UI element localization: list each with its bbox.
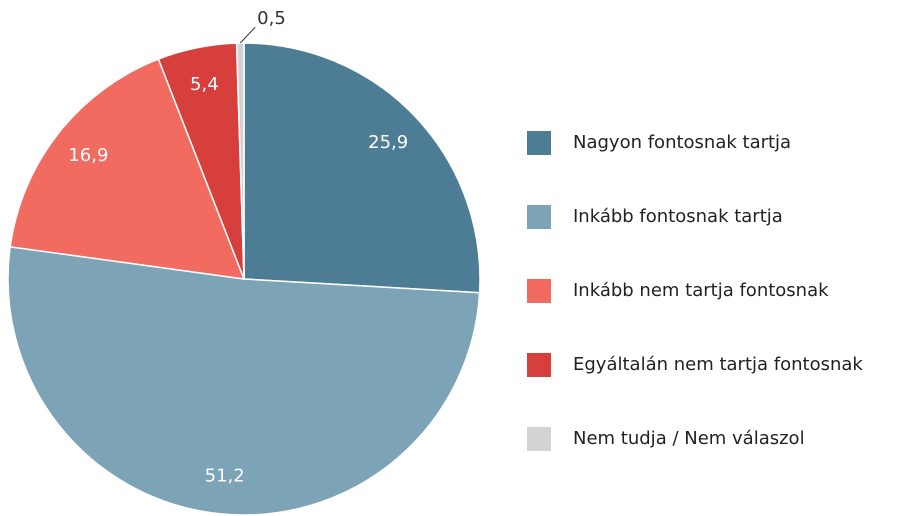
leader-line <box>239 26 256 44</box>
legend-label: Nagyon fontosnak tartja <box>573 132 791 153</box>
data-label: 5,4 <box>190 74 219 95</box>
pie-slice <box>9 58 246 280</box>
legend-swatch <box>527 353 551 377</box>
legend-swatch <box>527 427 551 451</box>
pie-slice <box>7 245 481 516</box>
legend-label: Inkább nem tartja fontosnak <box>573 280 829 301</box>
legend-label: Egyáltalán nem tartja fontosnak <box>573 354 863 375</box>
legend-swatch <box>527 279 551 303</box>
legend-label: Nem tudja / Nem válaszol <box>573 428 805 449</box>
data-label: 51,2 <box>205 465 245 486</box>
legend-swatch <box>527 205 551 229</box>
data-label: 25,9 <box>368 132 408 153</box>
pie-slice <box>243 42 481 294</box>
data-label: 0,5 <box>257 8 286 29</box>
legend-label: Inkább fontosnak tartja <box>573 206 783 227</box>
data-label: 16,9 <box>68 145 108 166</box>
legend-swatch <box>527 131 551 155</box>
